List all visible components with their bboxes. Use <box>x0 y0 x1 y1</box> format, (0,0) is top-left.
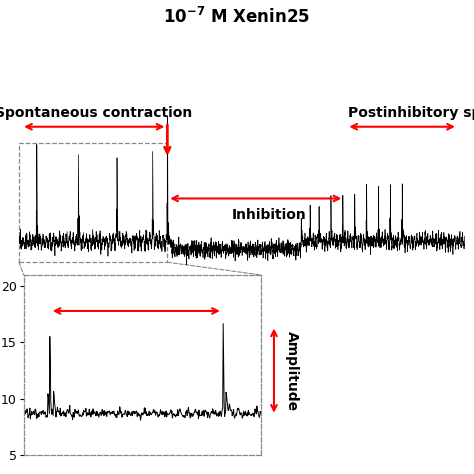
Text: Postinhibitory spon: Postinhibitory spon <box>348 106 474 120</box>
Text: $\mathbf{10^{-7}}$ M Xenin25: $\mathbf{10^{-7}}$ M Xenin25 <box>164 7 310 27</box>
Text: Amplitude: Amplitude <box>285 330 300 410</box>
Text: Spontaneous contraction: Spontaneous contraction <box>0 106 192 120</box>
Text: Inhibition: Inhibition <box>232 208 307 222</box>
